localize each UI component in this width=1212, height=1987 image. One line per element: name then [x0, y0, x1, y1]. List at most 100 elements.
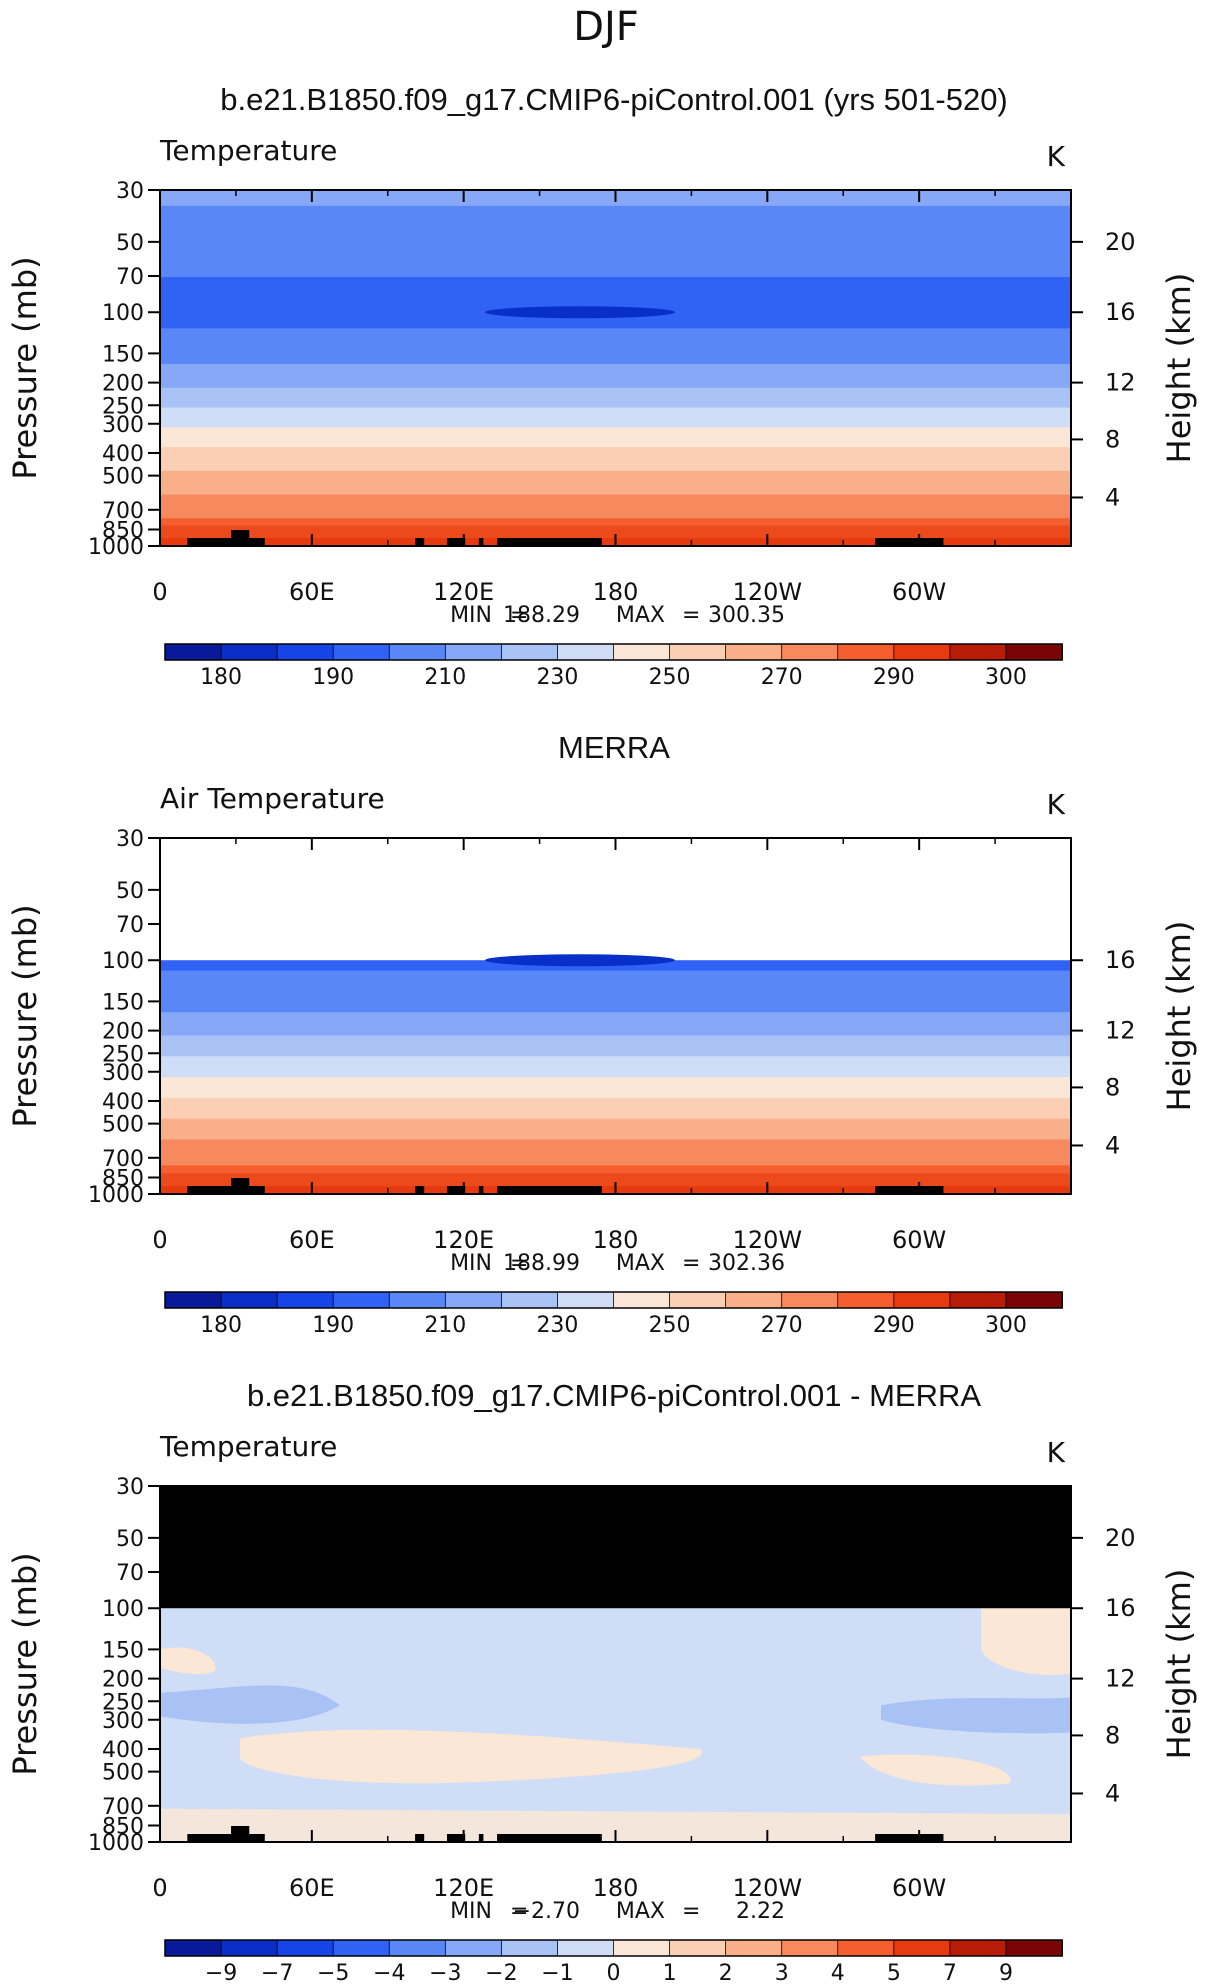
- colorbar-swatch: [557, 643, 615, 661]
- contour-band: [160, 368, 1071, 373]
- x-tick-label: 0: [152, 1874, 167, 1902]
- warm-anomaly: [160, 1808, 1071, 1842]
- topography-mask: [875, 538, 944, 546]
- contour-band: [160, 1009, 1071, 1013]
- colorbar-label: 190: [312, 665, 354, 690]
- cold-anomaly: [160, 1685, 340, 1724]
- contour-band: [160, 352, 1071, 357]
- contour-band: [160, 1082, 1071, 1086]
- colorbar-swatch: [669, 643, 727, 661]
- topography-mask: [415, 1186, 425, 1194]
- stats-line: MIN =−2.70 MAX = 2.22: [450, 1899, 785, 1924]
- colorbar-swatch: [781, 1291, 839, 1309]
- colorbar-swatch: [949, 643, 1007, 661]
- colorbar-label: 1: [663, 1961, 677, 1986]
- contour-band: [160, 474, 1071, 480]
- contour-band: [160, 1168, 1071, 1172]
- y2-tick-label: 8: [1105, 425, 1120, 453]
- colorbar-swatch: [893, 643, 951, 661]
- season-title: DJF: [573, 4, 639, 50]
- panel-field-label: Temperature: [159, 134, 337, 167]
- contour-band: [160, 514, 1071, 520]
- contour-band: [160, 1084, 1071, 1089]
- colorbar-swatch: [837, 1939, 895, 1957]
- colorbar-swatch: [500, 1291, 559, 1309]
- contour-band: [160, 1162, 1071, 1167]
- y-tick-label: 50: [116, 231, 144, 256]
- colorbar-label: 230: [536, 1313, 578, 1338]
- contour-band: [160, 1019, 1071, 1024]
- colorbar-swatch: [669, 1291, 727, 1309]
- contour-band: [160, 213, 1071, 219]
- contour-band: [160, 981, 1071, 985]
- x-tick-label: 60W: [892, 578, 946, 606]
- panel-field-label: Temperature: [159, 1430, 337, 1463]
- contour-band: [160, 209, 1071, 215]
- contour-band: [160, 423, 1071, 429]
- panel-units: K: [1047, 140, 1066, 173]
- colorbar-swatch: [332, 1291, 391, 1309]
- panel-title: b.e21.B1850.f09_g17.CMIP6-piControl.001 …: [220, 82, 1008, 117]
- min-label: MIN: [450, 1251, 492, 1276]
- contour-band: [160, 1149, 1071, 1154]
- contour-band: [160, 1045, 1071, 1050]
- colorbar-label: 2: [719, 1961, 733, 1986]
- contour-band: [160, 978, 1071, 982]
- y-tick-label: 70: [116, 913, 144, 938]
- y-tick-label: 100: [102, 1597, 144, 1622]
- contour-band: [160, 1170, 1071, 1175]
- max-label: MAX: [616, 1899, 665, 1924]
- x-tick-label: 120E: [433, 578, 494, 606]
- y-tick-label: 850: [102, 1167, 144, 1192]
- colorbar-label: 290: [873, 665, 915, 690]
- panel-model: b.e21.B1850.f09_g17.CMIP6-piControl.001 …: [6, 82, 1198, 690]
- contour-band: [160, 494, 1071, 500]
- max-label: MAX: [616, 603, 665, 628]
- panel-title: b.e21.B1850.f09_g17.CMIP6-piControl.001 …: [247, 1378, 981, 1413]
- equals-sign: =: [510, 1251, 528, 1276]
- equals-sign: =: [510, 603, 528, 628]
- contour-band: [160, 462, 1071, 468]
- y-tick-label: 250: [102, 1690, 144, 1715]
- contour-band: [160, 1160, 1071, 1164]
- colorbar-label: 9: [999, 1961, 1013, 1986]
- missing-data-mask: [160, 1486, 1071, 1609]
- colorbar-swatch: [613, 643, 671, 661]
- colorbar-label: −4: [373, 1961, 405, 1986]
- y2-tick-label: 20: [1105, 1524, 1136, 1552]
- colorbar-label: 270: [761, 665, 803, 690]
- contour-band: [160, 975, 1071, 980]
- contour-band: [160, 273, 1071, 278]
- y-tick-label: 400: [102, 1090, 144, 1115]
- min-value: −2.70: [513, 1899, 580, 1924]
- y-tick-label: 50: [116, 1527, 144, 1552]
- panel-units: K: [1047, 788, 1066, 821]
- contour-band: [160, 498, 1071, 504]
- contour-band: [160, 399, 1071, 405]
- colorbar-swatch: [388, 643, 447, 661]
- contour-band: [160, 1113, 1071, 1117]
- contour-band: [160, 1012, 1071, 1016]
- colorbar-label: 4: [831, 1961, 845, 1986]
- topography-mask: [446, 1834, 466, 1842]
- y-tick-label: 1000: [88, 535, 144, 560]
- panel-obs: MERRA Air Temperature K 0 60E 120E 180 120W 60W 3…: [6, 730, 1198, 1338]
- panel-title: MERRA: [558, 730, 670, 765]
- contour-band: [160, 490, 1071, 496]
- y-tick-label: 250: [102, 1042, 144, 1067]
- colorbar-swatch: [444, 1939, 503, 1957]
- contour-band: [160, 518, 1071, 524]
- colorbar-swatch: [332, 643, 391, 661]
- colorbar-label: 210: [424, 1313, 466, 1338]
- x-tick-label: 0: [152, 578, 167, 606]
- contour-band: [160, 1066, 1071, 1071]
- x-tick-label: 60E: [289, 1874, 335, 1902]
- x-tick-label: 120E: [433, 1874, 494, 1902]
- colorbar: −9 −7 −5 −4 −3 −2 −1 0 1 2 3 4 5 7 9: [164, 1939, 1063, 1986]
- colorbar-swatch: [613, 1291, 671, 1309]
- contour-band: [160, 466, 1071, 472]
- y2-tick-label: 16: [1105, 298, 1136, 326]
- colorbar-label: 190: [312, 1313, 354, 1338]
- contour-band: [160, 277, 1071, 282]
- contour-band: [160, 1058, 1071, 1063]
